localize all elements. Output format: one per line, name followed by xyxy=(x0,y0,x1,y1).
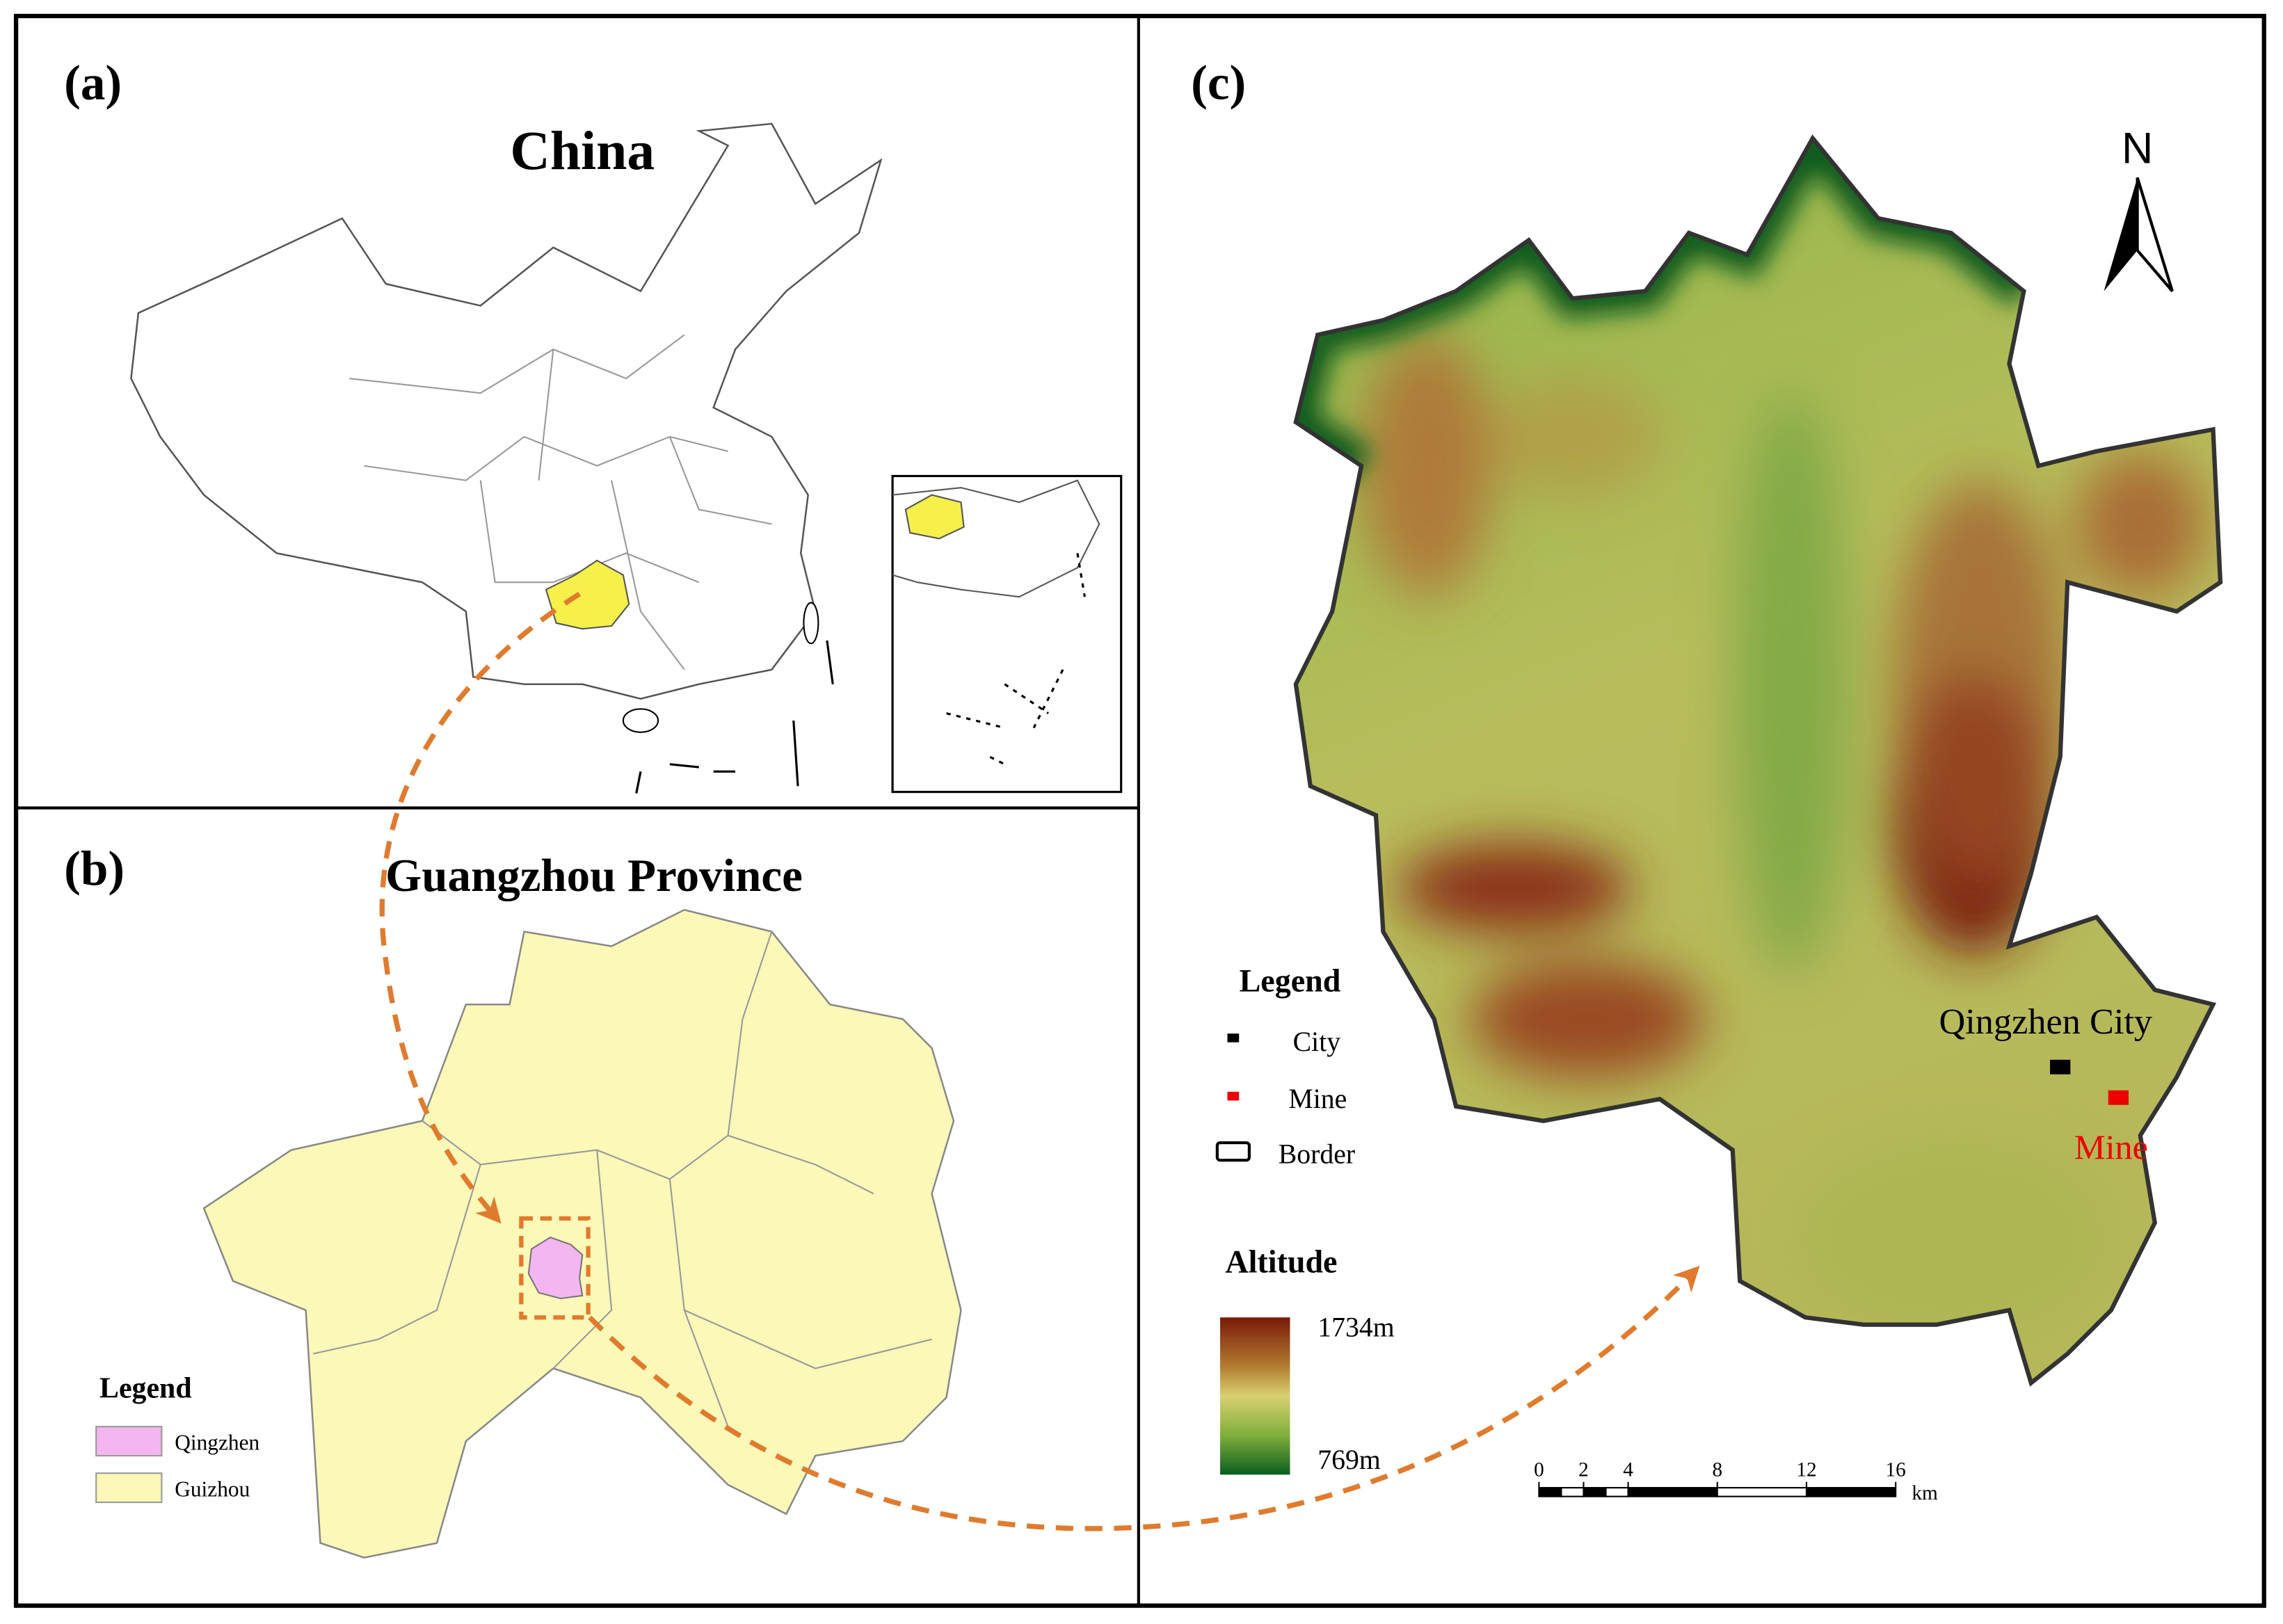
panel-label: (a) xyxy=(64,56,122,110)
islands xyxy=(635,640,834,794)
north-label: N xyxy=(2122,124,2153,172)
city-marker xyxy=(2050,1059,2071,1075)
scale-segment xyxy=(1560,1487,1585,1497)
scale-label: 4 xyxy=(1623,1458,1633,1481)
province-borders xyxy=(349,334,772,670)
scale-segment xyxy=(1716,1487,1808,1497)
guizhou-highlight xyxy=(545,559,630,630)
scale-segment xyxy=(1627,1487,1718,1497)
legend-label: Guizhou xyxy=(175,1477,250,1502)
legend-title: Legend xyxy=(99,1372,192,1404)
scale-segment xyxy=(1605,1487,1629,1497)
inset-coast xyxy=(892,479,1100,598)
china-outline xyxy=(130,122,883,700)
map-title: China xyxy=(510,120,655,182)
panel-label: (b) xyxy=(64,842,125,897)
legend-title: Legend xyxy=(1240,963,1341,998)
inset-guizhou xyxy=(904,494,965,540)
qingzhen-box xyxy=(519,1216,591,1320)
north-arrow xyxy=(2136,177,2174,292)
altitude-ramp xyxy=(1220,1317,1290,1475)
legend-swatch xyxy=(95,1426,163,1457)
scale-label: 0 xyxy=(1534,1458,1544,1481)
legend-swatch xyxy=(1227,1091,1240,1101)
connector-arrow xyxy=(588,1265,1700,1531)
hainan-island xyxy=(622,708,659,733)
legend-swatch xyxy=(95,1472,163,1504)
legend-label: Border xyxy=(1279,1139,1355,1169)
altitude-min: 769m xyxy=(1317,1445,1381,1475)
scale-bar: 0 2 4 8 12 16 km xyxy=(1534,1458,1938,1504)
legend-label: Qingzhen xyxy=(175,1431,259,1455)
legend-swatch xyxy=(1215,1141,1251,1162)
north-arrow xyxy=(2104,177,2138,291)
legend-label: Mine xyxy=(1288,1084,1347,1114)
connector-arrow xyxy=(379,591,582,1224)
scale-segment xyxy=(1805,1487,1897,1497)
taiwan-island xyxy=(803,602,819,645)
scale-segment xyxy=(1583,1487,1607,1497)
scale-segment xyxy=(1538,1487,1562,1497)
mine-marker xyxy=(2108,1090,2129,1105)
qingzhen-area xyxy=(527,1236,584,1300)
scale-label: 12 xyxy=(1796,1458,1816,1481)
scale-unit: km xyxy=(1912,1482,1938,1504)
guizhou-map xyxy=(202,908,962,1559)
legend-swatch xyxy=(1227,1034,1240,1043)
scale-label: 2 xyxy=(1578,1458,1589,1481)
map-title: Guangzhou Province xyxy=(385,850,803,901)
mine-label: Mine xyxy=(2074,1127,2148,1166)
legend-label: City xyxy=(1293,1027,1341,1057)
inset-islands xyxy=(946,553,1086,766)
altitude-title: Altitude xyxy=(1225,1244,1337,1279)
panel-label: (c) xyxy=(1191,56,1246,110)
prefecture-borders xyxy=(312,931,932,1427)
elevation-relief xyxy=(1361,335,2206,1340)
altitude-max: 1734m xyxy=(1317,1312,1395,1342)
scale-label: 8 xyxy=(1712,1458,1722,1481)
city-label: Qingzhen City xyxy=(1939,1002,2152,1042)
scale-label: 16 xyxy=(1886,1458,1906,1481)
